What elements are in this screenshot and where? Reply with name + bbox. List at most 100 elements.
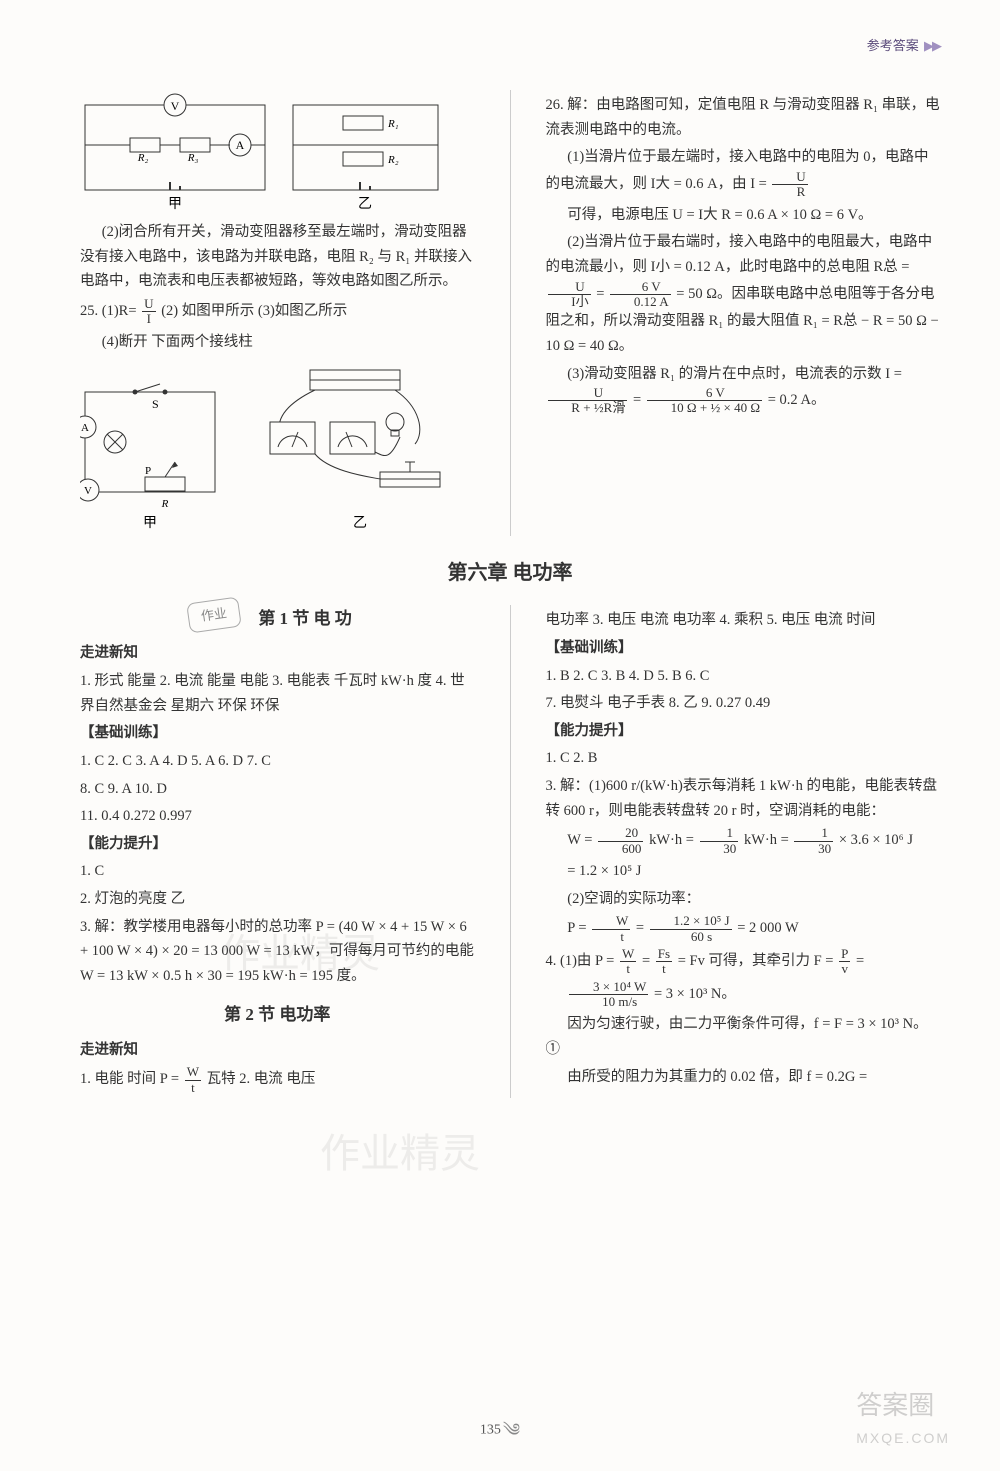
frac-den: 0.12 A (610, 295, 671, 309)
svg-text:R: R (161, 498, 169, 510)
watermark-2: 作业精灵 (320, 1120, 480, 1188)
sec2-nl3P: P = W t = 1.2 × 10⁵ J 60 s = 2 000 W (546, 914, 941, 944)
circuit-yi-icon: R₁ R₂ 乙 (288, 90, 448, 210)
sec2-nl4f: 由所受的阻力为其重力的 0.02 倍，即 f = 0.2G = (546, 1065, 941, 1090)
frac-U-RhalfR-icon: U R + ½R滑 (548, 386, 628, 416)
svg-text:V: V (171, 99, 180, 113)
sec2-nl3a: 3. 解：(1)600 r/(kW·h)表示每消耗 1 kW·h 的电能，电能表… (546, 774, 941, 823)
sec1-nl3: 3. 解：教学楼用电器每小时的总功率 P = (40 W × 4 + 15 W … (80, 915, 475, 989)
frac-Fs-t-icon: Fs t (656, 947, 672, 977)
frac-20-600-icon: 20 600 (598, 826, 643, 856)
sec1-jichu-head: 【基础训练】 (80, 721, 475, 746)
sec2-jichu-head: 【基础训练】 (546, 636, 941, 661)
frac-1-30-icon: 1 30 (700, 826, 739, 856)
frac-num: 6 V (647, 386, 762, 401)
circuit-diagrams: V A R₂ R₃ 甲 R₁ R₂ (80, 90, 475, 210)
frac-num: 20 (598, 826, 643, 841)
sec1-zj-line: 1. 形式 能量 2. 电流 能量 电能 3. 电能表 千瓦时 kW·h 度 4… (80, 669, 475, 718)
svg-text:甲: 甲 (168, 197, 182, 210)
header-marker-icon: ▶▶ (924, 38, 940, 53)
page-num-text: 135 (480, 1423, 501, 1438)
t: = (856, 953, 864, 969)
svg-text:R₂: R₂ (387, 154, 399, 166)
frac-den: v (839, 962, 850, 976)
q25-4: (4)断开 下面两个接线柱 (80, 330, 475, 355)
sec2-zj-cont: 电功率 3. 电压 电流 电功率 4. 乘积 5. 电压 电流 时间 (546, 608, 941, 633)
frac-den: 60 s (650, 930, 732, 944)
q25-line1: 25. (1)R= U I (2) 如图甲所示 (3)如图乙所示 (80, 297, 475, 327)
t: P = (567, 921, 590, 937)
svg-text:P: P (145, 465, 151, 477)
frac-UIsmall-icon: U I小 (548, 280, 591, 310)
q26-intro: 26. 解：由电路图可知，定值电阻 R 与滑动变阻器 R₁ 串联，电流表测电路中… (546, 93, 941, 142)
sec1-jc3: 11. 0.4 0.272 0.997 (80, 804, 475, 829)
top-col-divider (510, 90, 511, 536)
sec1-zoujin-head: 走进新知 (80, 641, 475, 666)
t: = 2 000 W (737, 921, 798, 937)
brand-sub: MXQE.COM (856, 1427, 950, 1451)
bottom-right-col: 电功率 3. 电压 电流 电功率 4. 乘积 5. 电压 电流 时间 【基础训练… (546, 605, 941, 1098)
sec2-jc1: 1. B 2. C 3. B 4. D 5. B 6. C (546, 664, 941, 689)
frac-num: U (772, 170, 807, 185)
frac-den: 30 (700, 842, 739, 856)
frac-num: W (592, 914, 630, 929)
t: kW·h = (744, 833, 792, 849)
frac-den: t (185, 1081, 201, 1095)
sec1-jc2: 8. C 9. A 10. D (80, 777, 475, 802)
svg-text:A: A (236, 138, 245, 152)
frac-num: 3 × 10⁴ W (569, 980, 648, 995)
top-columns: V A R₂ R₃ 甲 R₁ R₂ (80, 90, 940, 536)
frac-num: 1.2 × 10⁵ J (650, 914, 732, 929)
frac-UR-icon: U R (772, 170, 807, 200)
q24-2-text: (2)闭合所有开关，滑动变阻器移至最左端时，滑动变阻器没有接入电路中，该电路为并… (80, 220, 475, 294)
frac-num: U (142, 297, 155, 312)
frac-Wt2-icon: W t (592, 914, 630, 944)
q26-2: (2)当滑片位于最右端时，接入电路中的电阻最大，电路中的电流最小，则 I小 = … (546, 230, 941, 358)
q25-1-prefix: 25. (1)R= (80, 303, 137, 319)
experiment-svg-icon: A S P R V 甲 (80, 362, 460, 532)
svg-text:乙: 乙 (353, 515, 367, 531)
q26-3: (3)滑动变阻器 R₁ 的滑片在中点时，电流表的示数 I = U R + ½R滑… (546, 362, 941, 416)
experiment-figures: A S P R V 甲 (80, 362, 475, 532)
frac-den: I小 (548, 295, 591, 309)
sec2-zj-1a: 1. 电能 时间 P = (80, 1071, 179, 1087)
frac-3e4-10-icon: 3 × 10⁴ W 10 m/s (569, 980, 648, 1010)
q26-3a: (3)滑动变阻器 R₁ 的滑片在中点时，电流表的示数 I = (567, 366, 902, 382)
frac-num: W (620, 947, 636, 962)
svg-text:V: V (84, 485, 92, 497)
t: = 3 × 10³ N。 (654, 986, 736, 1002)
bottom-col-divider (510, 605, 511, 1098)
sec2-zj-1: 1. 电能 时间 P = W t 瓦特 2. 电流 电压 (80, 1065, 475, 1095)
top-right-col: 26. 解：由电路图可知，定值电阻 R 与滑动变阻器 R₁ 串联，电流表测电路中… (546, 90, 941, 536)
frac-den: t (592, 930, 630, 944)
sec2-nl4a: 4. (1)由 P = W t = Fs t = Fv 可得，其牵引力 F = … (546, 947, 941, 977)
sec1-title: 第 1 节 电 功 (258, 609, 352, 628)
svg-text:乙: 乙 (358, 196, 372, 210)
svg-text:R₁: R₁ (387, 118, 399, 130)
frac-Wt-icon: W t (185, 1065, 201, 1095)
frac-den: 30 (794, 842, 833, 856)
bottom-columns: 作业 第 1 节 电 功 走进新知 1. 形式 能量 2. 电流 能量 电能 3… (80, 605, 940, 1098)
sec2-nl3b: (2)空调的实际功率： (546, 887, 941, 912)
frac-1-30b-icon: 1 30 (794, 826, 833, 856)
q26-2b: = 50 Ω。因串联电路中总电阻等于各分电阻之和，所以滑动变阻器 R₁ 的最大阻… (546, 286, 939, 354)
frac-6-10-20-icon: 6 V 10 Ω + ½ × 40 Ω (647, 386, 762, 416)
frac-num: 1 (794, 826, 833, 841)
sec2-nl3W: W = 20 600 kW·h = 1 30 kW·h = 1 30 × 3.6… (546, 826, 941, 856)
page-number: 135༄ (480, 1415, 520, 1446)
sec1-nl2: 2. 灯泡的亮度 乙 (80, 887, 475, 912)
frac-den: t (620, 962, 636, 976)
frac-Wt3-icon: W t (620, 947, 636, 977)
frac-den: t (656, 962, 672, 976)
q26-2a: (2)当滑片位于最右端时，接入电路中的电阻最大，电路中的电流最小，则 I小 = … (546, 234, 933, 275)
header-label: 参考答案 ▶▶ (867, 35, 940, 57)
circuit-jia-icon: V A R₂ R₃ 甲 (80, 90, 270, 210)
frac-den: I (142, 312, 155, 326)
frac-num: 6 V (610, 280, 671, 295)
t: kW·h = (649, 833, 697, 849)
frac-12e5-60-icon: 1.2 × 10⁵ J 60 s (650, 914, 732, 944)
page-ornament-icon: ༄ (503, 1420, 520, 1440)
frac-P-v-icon: P v (839, 947, 850, 977)
sec2-nl4-frac: 3 × 10⁴ W 10 m/s = 3 × 10³ N。 (546, 980, 941, 1010)
frac-num: W (185, 1065, 201, 1080)
